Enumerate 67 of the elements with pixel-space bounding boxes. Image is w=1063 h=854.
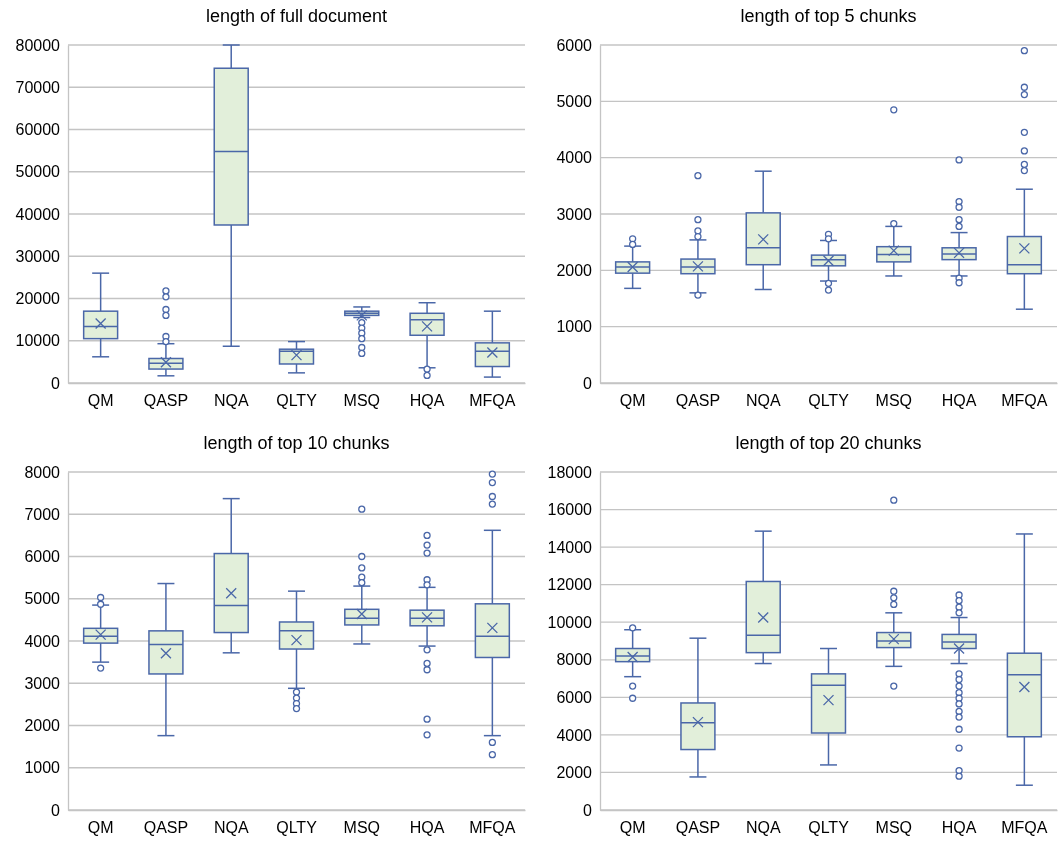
y-tick-label: 6000 xyxy=(556,36,593,54)
x-tick-label: NQA xyxy=(213,819,249,837)
y-tick-label: 30000 xyxy=(15,247,61,265)
x-tick-label: QLTY xyxy=(276,819,318,837)
y-tick-label: 1000 xyxy=(556,318,593,336)
y-tick-label: 0 xyxy=(51,374,61,392)
y-tick-label: 5000 xyxy=(556,92,593,110)
y-tick-label: 2000 xyxy=(556,261,593,279)
x-tick-label: QM xyxy=(619,392,646,410)
x-tick-label: QM xyxy=(87,819,114,837)
chart-title: length of top 20 chunks xyxy=(735,433,922,453)
y-tick-label: 4000 xyxy=(24,632,61,650)
y-tick-label: 1000 xyxy=(24,759,61,777)
y-tick-label: 0 xyxy=(583,374,593,392)
x-tick-label: HQA xyxy=(409,819,445,837)
y-tick-label: 7000 xyxy=(24,505,61,523)
y-tick-label: 18000 xyxy=(547,463,593,481)
x-tick-label: MSQ xyxy=(343,819,381,837)
chart-title: length of top 5 chunks xyxy=(740,6,917,26)
y-tick-label: 14000 xyxy=(547,538,593,556)
x-tick-label: QASP xyxy=(143,392,189,410)
y-tick-label: 0 xyxy=(583,801,593,819)
x-tick-label: HQA xyxy=(409,392,445,410)
x-tick-label: MFQA xyxy=(469,819,516,837)
x-tick-label: MFQA xyxy=(1001,819,1048,837)
y-tick-label: 16000 xyxy=(547,501,593,519)
x-tick-label: NQA xyxy=(745,819,781,837)
x-tick-label: QASP xyxy=(143,819,189,837)
x-tick-label: QM xyxy=(87,392,114,410)
y-tick-label: 6000 xyxy=(24,548,61,566)
x-tick-label: MSQ xyxy=(343,392,381,410)
y-tick-label: 3000 xyxy=(556,205,593,223)
y-tick-label: 0 xyxy=(51,801,61,819)
y-tick-label: 4000 xyxy=(556,149,593,167)
chart-title: length of full document xyxy=(205,6,388,26)
y-tick-label: 2000 xyxy=(24,717,61,735)
y-tick-label: 40000 xyxy=(15,205,61,223)
y-tick-label: 10000 xyxy=(547,613,593,631)
y-tick-label: 4000 xyxy=(556,726,593,744)
x-tick-label: QLTY xyxy=(276,392,318,410)
x-tick-label: QM xyxy=(619,819,646,837)
x-tick-label: MFQA xyxy=(469,392,516,410)
y-tick-label: 60000 xyxy=(15,121,61,139)
y-tick-label: 8000 xyxy=(24,463,61,481)
y-tick-label: 10000 xyxy=(15,332,61,350)
y-tick-label: 3000 xyxy=(24,674,61,692)
x-tick-label: QLTY xyxy=(808,819,850,837)
y-tick-label: 70000 xyxy=(15,78,61,96)
x-tick-label: NQA xyxy=(213,392,249,410)
x-tick-label: MSQ xyxy=(875,392,913,410)
y-tick-label: 6000 xyxy=(556,688,593,706)
y-tick-label: 2000 xyxy=(556,764,593,782)
y-tick-label: 12000 xyxy=(547,576,593,594)
y-tick-label: 20000 xyxy=(15,290,61,308)
y-tick-label: 5000 xyxy=(24,590,61,608)
y-tick-label: 8000 xyxy=(556,651,593,669)
x-tick-label: HQA xyxy=(941,392,977,410)
x-tick-label: MSQ xyxy=(875,819,913,837)
x-tick-label: QLTY xyxy=(808,392,850,410)
x-tick-label: MFQA xyxy=(1001,392,1048,410)
x-tick-label: QASP xyxy=(675,819,721,837)
chart-title: length of top 10 chunks xyxy=(203,433,390,453)
y-tick-label: 80000 xyxy=(15,36,61,54)
y-tick-label: 50000 xyxy=(15,163,61,181)
x-tick-label: NQA xyxy=(745,392,781,410)
x-tick-label: QASP xyxy=(675,392,721,410)
x-tick-label: HQA xyxy=(941,819,977,837)
